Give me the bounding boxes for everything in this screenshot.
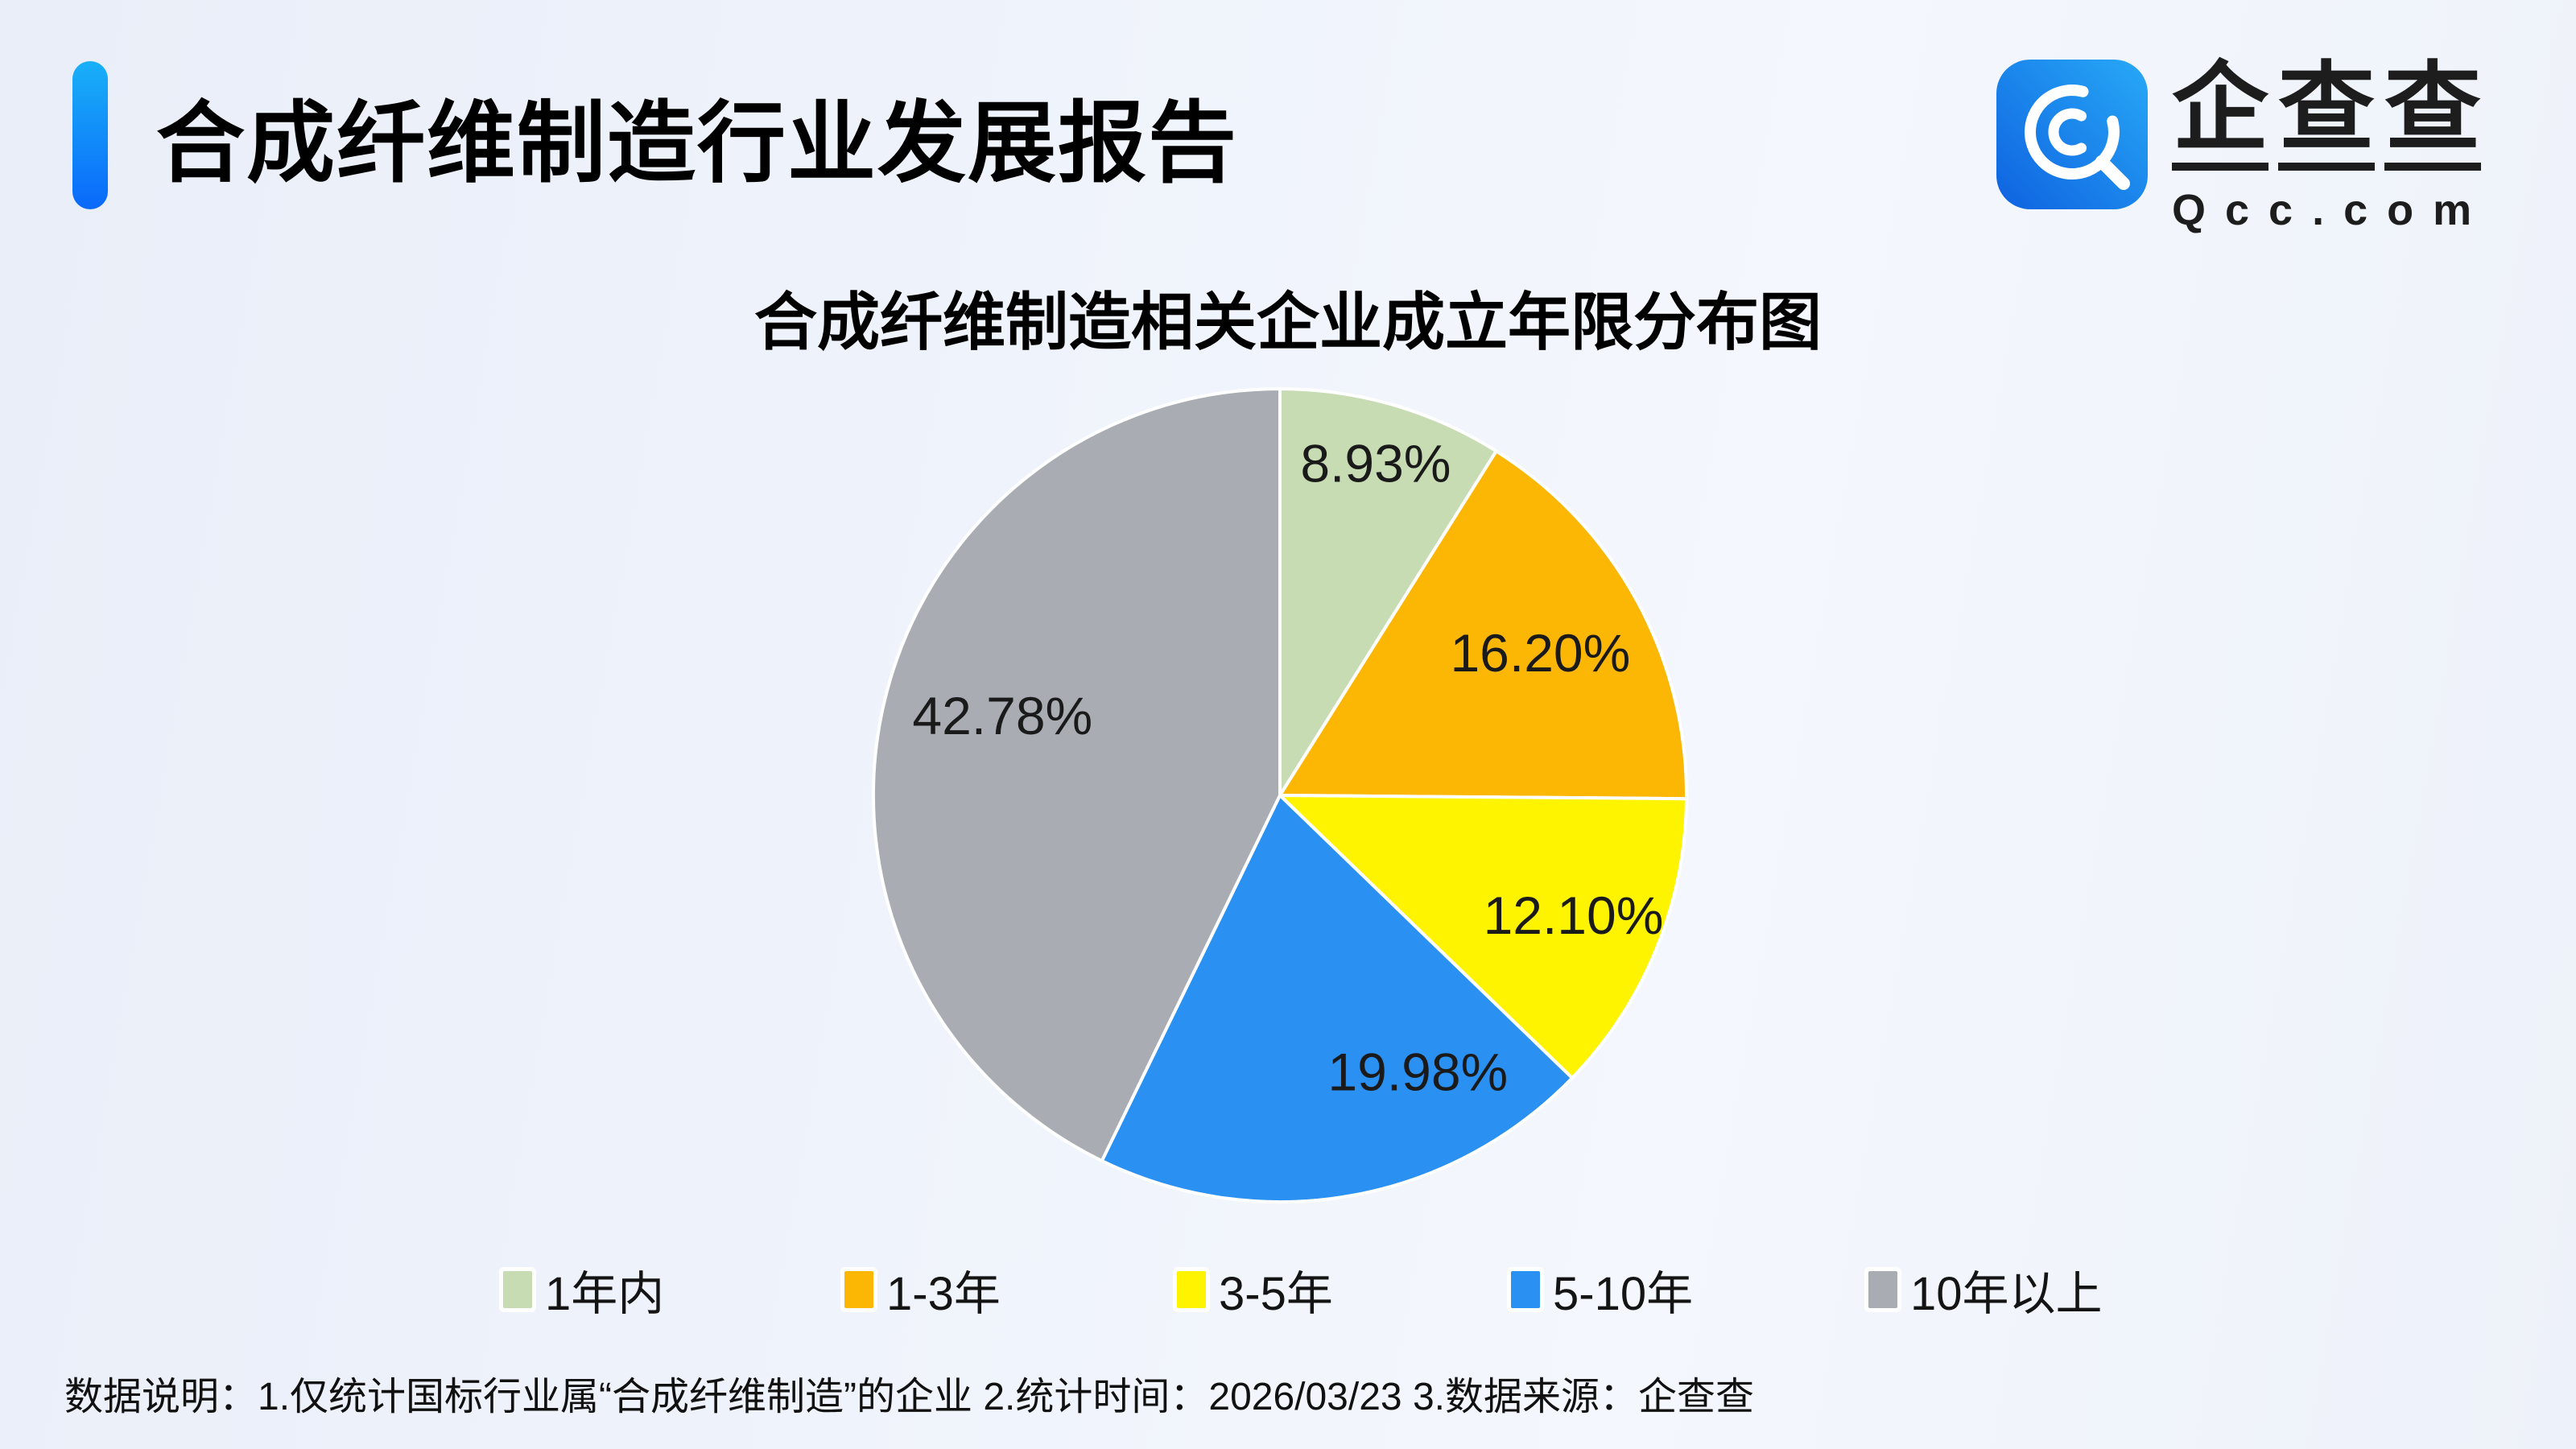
legend-label-2: 3-5年 xyxy=(1219,1268,1333,1320)
title-accent-bar xyxy=(72,61,108,209)
legend-swatch-1 xyxy=(844,1271,873,1308)
logo-brand-char: 查 xyxy=(2384,60,2481,171)
pie-slice-0 xyxy=(1278,387,1498,797)
logo-brand: 企查查 xyxy=(2172,60,2481,171)
legend-swatch-0 xyxy=(503,1271,532,1308)
legend-item-3: 5-10年 xyxy=(1511,1256,1693,1323)
legend-item-0: 1年内 xyxy=(503,1256,664,1323)
logo-brand-char: 查 xyxy=(2278,60,2375,171)
legend-label-1: 1-3年 xyxy=(886,1268,1001,1320)
pie-label-4: 42.78% xyxy=(912,686,1092,745)
pie-slice-4 xyxy=(871,387,1282,1162)
chart-legend: 1年内 1-3年 3-5年 5-10年 10年以上 xyxy=(0,1256,2576,1320)
pie-slice-3 xyxy=(1100,794,1574,1203)
logo-domain: Qcc.com xyxy=(2172,186,2491,234)
pie-label-2: 12.10% xyxy=(1484,886,1664,945)
pie-label-1: 16.20% xyxy=(1450,623,1630,683)
legend-swatch-2 xyxy=(1177,1271,1206,1308)
pie-label-3: 19.98% xyxy=(1327,1042,1508,1102)
legend-label-4: 10年以上 xyxy=(1910,1268,2103,1320)
logo-outer-ring xyxy=(2024,85,2120,180)
logo-inner-c xyxy=(2048,108,2087,156)
legend-item-4: 10年以上 xyxy=(1868,1256,2103,1323)
pie-slice-2 xyxy=(1278,794,1688,1080)
page-title: 合成纤维制造行业发展报告 xyxy=(156,94,1238,193)
legend-swatch-3 xyxy=(1511,1271,1540,1308)
legend-label-0: 1年内 xyxy=(545,1268,665,1320)
legend-item-2: 3-5年 xyxy=(1177,1256,1333,1323)
pie-slice-1 xyxy=(1278,449,1689,801)
legend-swatch-4 xyxy=(1868,1271,1897,1308)
footer-note: 数据说明：1.仅统计国标行业属“合成纤维制造”的企业 2.统计时间：2026/0… xyxy=(64,1376,1754,1418)
pie-label-0: 8.93% xyxy=(1300,434,1451,493)
qcc-logo: 企查查 Qcc.com xyxy=(1996,60,2491,235)
report-header: 合成纤维制造行业发展报告 xyxy=(72,61,1238,209)
qcc-logo-icon xyxy=(1996,60,2148,209)
logo-magnifier-handle xyxy=(2095,155,2130,190)
logo-brand-char: 企 xyxy=(2172,60,2268,171)
legend-label-3: 5-10年 xyxy=(1553,1268,1694,1320)
chart-title: 合成纤维制造相关企业成立年限分布图 xyxy=(753,287,1822,357)
logo-text: 企查查 Qcc.com xyxy=(2172,60,2491,235)
legend-item-1: 1-3年 xyxy=(844,1256,1001,1323)
